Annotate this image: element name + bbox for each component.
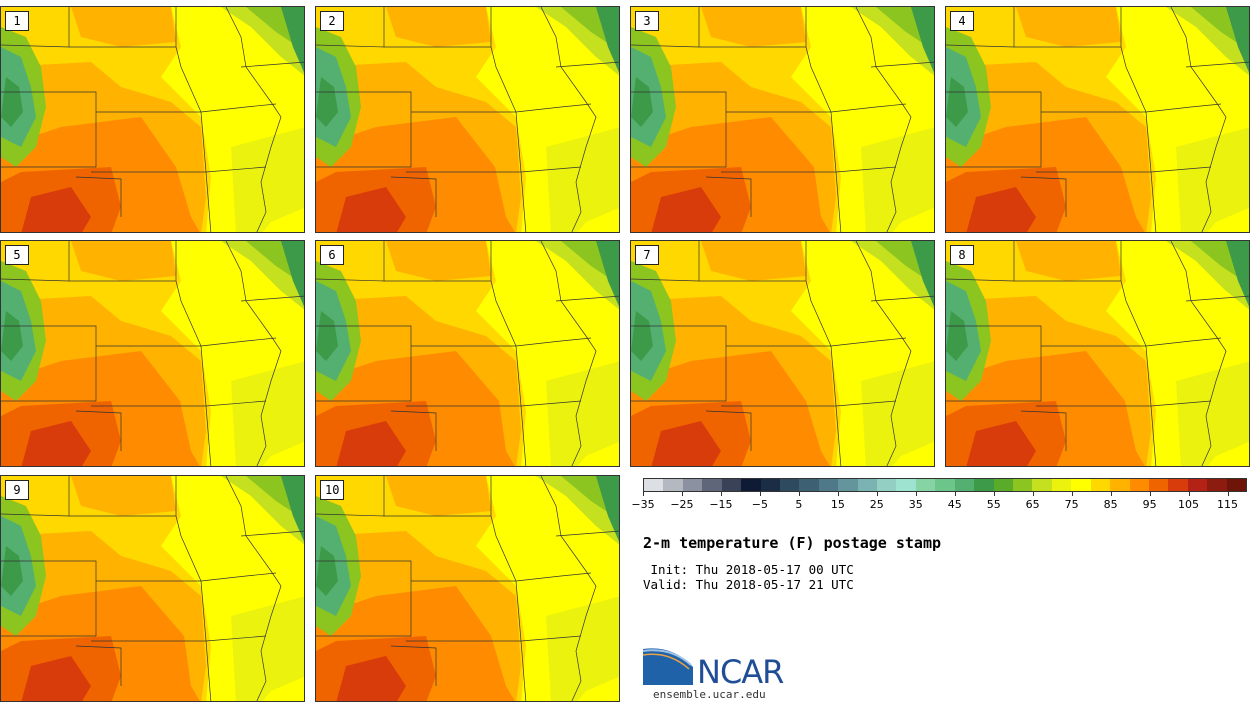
member-number-badge: 3 [635,11,659,31]
colorbar-segment [857,479,878,491]
colorbar-tick-label: 55 [986,498,1001,511]
postage-stamp-panel: 7 [630,240,935,467]
colorbar-segment [663,479,683,491]
colorbar-tick [993,492,995,496]
valid-time: Valid: Thu 2018-05-17 21 UTC [643,577,854,592]
colorbar-tick [1188,492,1190,496]
colorbar-segment [1110,479,1130,491]
member-number-badge: 8 [950,245,974,265]
colorbar-segment [1129,479,1149,491]
postage-stamp-panel: 8 [945,240,1250,467]
init-time: Init: Thu 2018-05-17 00 UTC [643,562,854,577]
member-number-badge: 6 [320,245,344,265]
colorbar-segment [760,479,780,491]
colorbar-segment [1032,479,1052,491]
member-number-badge: 2 [320,11,344,31]
postage-stamp-panel: 6 [315,240,620,467]
website-text: ensemble.ucar.edu [653,688,766,701]
colorbar-segment [818,479,839,491]
colorbar-segment [1148,479,1169,491]
member-number-badge: 1 [5,11,29,31]
member-number-badge: 9 [5,480,29,500]
colorbar-tick-label: 95 [1142,498,1157,511]
colorbar-tick-label: −35 [631,498,655,511]
colorbar-segment [1226,479,1247,491]
member-number-badge: 7 [635,245,659,265]
colorbar-segment [1187,479,1208,491]
colorbar-tick [720,492,722,496]
colorbar-tick-label: 105 [1178,498,1200,511]
postage-stamp-panel: 2 [315,6,620,233]
colorbar-tick [915,492,917,496]
colorbar-segment [1071,479,1091,491]
colorbar-tick-label: 65 [1025,498,1040,511]
postage-stamp-panel: 5 [0,240,305,467]
colorbar-segment [935,479,955,491]
colorbar-tick-label: −25 [670,498,694,511]
colorbar-segment [799,479,819,491]
colorbar-tick-label: −5 [751,498,768,511]
plot-title: 2-m temperature (F) postage stamp [643,534,942,552]
colorbar-tick-label: 15 [830,498,845,511]
postage-stamp-panel: 1 [0,6,305,233]
colorbar-tick [954,492,956,496]
colorbar-tick [1032,492,1034,496]
colorbar-segment [644,479,664,491]
colorbar-tick [1071,492,1073,496]
colorbar-tick-label: 45 [947,498,962,511]
postage-stamp-panel: 3 [630,6,935,233]
colorbar-segment [1168,479,1188,491]
colorbar-tick-label: 25 [869,498,884,511]
ncar-logo-text: NCAR [697,653,784,691]
ncar-logo-icon [643,648,693,685]
colorbar-segment [702,479,722,491]
colorbar-tick [798,492,800,496]
temperature-colorbar [643,478,1247,492]
colorbar-segment [779,479,800,491]
colorbar-tick [1227,492,1229,496]
colorbar-segment [1207,479,1227,491]
colorbar-tick-label: 115 [1217,498,1239,511]
colorbar-tick-label: 85 [1103,498,1118,511]
colorbar-segment [741,479,761,491]
colorbar-tick [876,492,878,496]
colorbar-tick-label: 35 [908,498,923,511]
colorbar-segment [1051,479,1072,491]
postage-stamp-panel: 9 [0,475,305,702]
postage-stamp-panel: 4 [945,6,1250,233]
colorbar-segment [1013,479,1033,491]
member-number-badge: 5 [5,245,29,265]
colorbar-tick [643,492,644,496]
colorbar-segment [974,479,994,491]
postage-stamp-panel: 10 [315,475,620,702]
colorbar-segment [993,479,1014,491]
colorbar-segment [877,479,897,491]
colorbar-segment [896,479,916,491]
colorbar-segment [954,479,975,491]
colorbar-segment [838,479,858,491]
colorbar-tick [1149,492,1151,496]
colorbar-tick [759,492,761,496]
colorbar-tick [1110,492,1112,496]
colorbar-segment [682,479,703,491]
member-number-badge: 4 [950,11,974,31]
colorbar-tick-label: 5 [795,498,803,511]
colorbar-tick-label: −15 [709,498,733,511]
colorbar-tick [837,492,839,496]
colorbar-segment [915,479,936,491]
member-number-badge: 10 [320,480,345,500]
colorbar-tick [681,492,683,496]
colorbar-tick-label: 75 [1064,498,1079,511]
colorbar-segment [1090,479,1111,491]
colorbar-segment [721,479,742,491]
